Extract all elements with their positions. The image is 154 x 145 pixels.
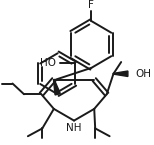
Polygon shape bbox=[53, 79, 60, 95]
Text: F: F bbox=[88, 0, 94, 10]
Text: NH: NH bbox=[66, 123, 82, 133]
Text: HO: HO bbox=[40, 58, 56, 68]
Text: OH: OH bbox=[136, 69, 152, 79]
Polygon shape bbox=[113, 71, 128, 76]
